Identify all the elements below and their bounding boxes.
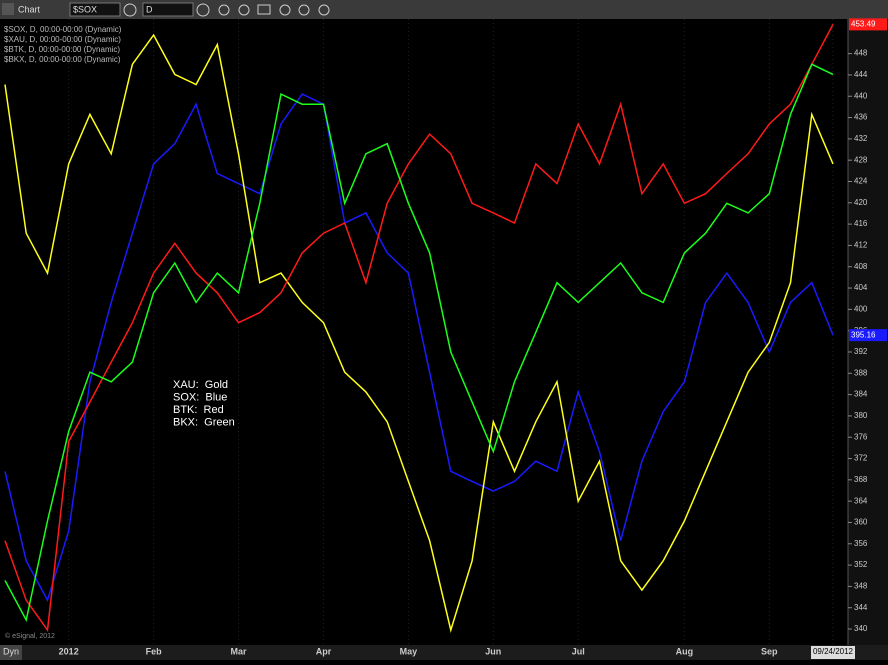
price-box: [849, 329, 887, 342]
x-tick-label: Jun: [485, 646, 501, 656]
legend-entry: $XAU, D, 00:00-00:00 (Dynamic): [4, 35, 121, 44]
y-tick-label: 404: [854, 283, 868, 292]
chart-icon: [2, 3, 14, 15]
y-tick-label: 356: [854, 539, 868, 548]
y-tick-label: 444: [854, 70, 868, 79]
legend-entry: $BKX, D, 00:00-00:00 (Dynamic): [4, 55, 121, 64]
series-line: [4, 24, 834, 633]
x-cursor-box: [811, 646, 855, 659]
play-tool[interactable]: [279, 4, 291, 16]
annotation: BKX: Green: [173, 416, 235, 428]
x-tick-label: Sep: [761, 646, 778, 656]
x-tick-label: 09/24/2012: [813, 647, 854, 656]
y-tick-label: 432: [854, 134, 868, 143]
draw-tool[interactable]: [218, 4, 230, 16]
y-tick-label: 448: [854, 49, 868, 58]
tool[interactable]: [257, 4, 271, 15]
x-tick-label: Mar: [231, 646, 248, 656]
x-tick-label: Feb: [146, 646, 163, 656]
price-label: 453.49: [851, 19, 876, 28]
legend-entry: $BTK, D, 00:00-00:00 (Dynamic): [4, 45, 120, 54]
x-axis-pane: [0, 645, 888, 660]
y-tick-label: 376: [854, 432, 868, 441]
legend-entry: $SOX, D, 00:00-00:00 (Dynamic): [4, 25, 122, 34]
y-tick-label: 368: [854, 475, 868, 484]
symbol-box[interactable]: [69, 2, 121, 17]
price-box: [849, 18, 887, 31]
tool[interactable]: [298, 4, 310, 16]
y-tick-label: 388: [854, 368, 868, 377]
x-tick-label: May: [400, 646, 418, 656]
y-tick-label: 416: [854, 219, 868, 228]
tool[interactable]: [318, 4, 330, 16]
series-line: [4, 63, 834, 623]
y-tick-label: 344: [854, 603, 868, 612]
y-tick-label: 380: [854, 411, 868, 420]
x-tick-label: Apr: [316, 646, 332, 656]
y-tick-label: 428: [854, 155, 868, 164]
y-tick-label: 436: [854, 113, 868, 122]
mode-box[interactable]: [0, 645, 22, 660]
toolbar: [0, 0, 888, 19]
y-tick-label: 384: [854, 390, 868, 399]
copyright: © eSignal, 2012: [5, 632, 55, 640]
x-tick-label: Aug: [676, 646, 694, 656]
y-tick-label: 440: [854, 91, 868, 100]
y-tick-label: 352: [854, 560, 868, 569]
annotation: BTK: Red: [173, 404, 224, 416]
y-tick-label: 364: [854, 496, 868, 505]
y-tick-label: 400: [854, 304, 868, 313]
series-line: [4, 93, 834, 603]
symbol: $SOX: [73, 4, 97, 14]
interval: D: [146, 4, 153, 14]
y-tick-label: 360: [854, 518, 868, 527]
y-tick-label: 420: [854, 198, 868, 207]
interval-box[interactable]: [142, 2, 194, 17]
y-tick-label: 408: [854, 262, 868, 271]
price-label: 395.16: [851, 330, 876, 339]
y-tick-label: 372: [854, 454, 868, 463]
y-tick-label: 348: [854, 582, 868, 591]
series-line: [4, 33, 834, 633]
x-tick-label: 2012: [59, 646, 79, 656]
y-tick-label: 340: [854, 624, 868, 633]
x-tick-label: Jul: [572, 646, 585, 656]
tool[interactable]: [238, 4, 250, 16]
symbol-button[interactable]: [123, 3, 137, 17]
mode: Dyn: [3, 646, 19, 656]
annotation: SOX: Blue: [173, 391, 227, 403]
interval-button[interactable]: [196, 3, 210, 17]
y-tick-label: 412: [854, 241, 868, 250]
y-tick-label: 392: [854, 347, 868, 356]
window-title: Chart: [18, 4, 41, 14]
annotation: XAU: Gold: [173, 379, 228, 391]
y-tick-label: 424: [854, 177, 868, 186]
